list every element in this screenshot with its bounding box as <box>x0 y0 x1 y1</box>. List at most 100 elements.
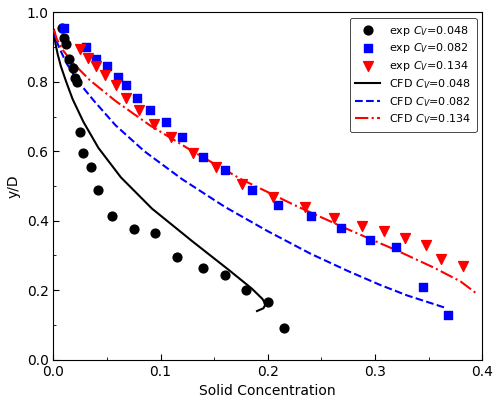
exp $C_V$=0.082 <box>306 212 314 219</box>
exp $C_V$=0.082 <box>274 202 282 209</box>
CFD $C_V$=0.134 <box>458 279 464 284</box>
CFD $C_V$=0.048 <box>118 175 124 180</box>
X-axis label: Solid Concentration: Solid Concentration <box>200 384 336 398</box>
exp $C_V$=0.048 <box>151 230 159 236</box>
exp $C_V$=0.082 <box>419 284 427 290</box>
CFD $C_V$=0.082 <box>442 305 448 310</box>
CFD $C_V$=0.134 <box>431 265 437 270</box>
CFD $C_V$=0.048 <box>54 52 60 57</box>
CFD $C_V$=0.082 <box>345 269 351 273</box>
CFD $C_V$=0.048 <box>58 64 64 69</box>
CFD $C_V$=0.048 <box>51 28 57 32</box>
CFD $C_V$=0.048 <box>52 41 59 46</box>
CFD $C_V$=0.082 <box>426 300 432 305</box>
CFD $C_V$=0.082 <box>142 149 148 154</box>
exp $C_V$=0.134 <box>84 54 92 61</box>
exp $C_V$=0.082 <box>60 25 68 31</box>
exp $C_V$=0.134 <box>380 228 388 234</box>
CFD $C_V$=0.134 <box>59 47 65 51</box>
exp $C_V$=0.048 <box>108 212 116 219</box>
CFD $C_V$=0.134 <box>292 203 298 208</box>
CFD $C_V$=0.082 <box>264 229 270 234</box>
CFD $C_V$=0.048 <box>80 119 86 124</box>
exp $C_V$=0.048 <box>221 271 229 278</box>
exp $C_V$=0.048 <box>200 264 207 271</box>
exp $C_V$=0.048 <box>242 287 250 294</box>
CFD $C_V$=0.134 <box>112 98 118 103</box>
exp $C_V$=0.048 <box>76 129 84 135</box>
exp $C_V$=0.134 <box>401 235 409 241</box>
exp $C_V$=0.134 <box>212 164 220 170</box>
CFD $C_V$=0.082 <box>57 47 63 51</box>
exp $C_V$=0.134 <box>150 120 158 127</box>
exp $C_V$=0.134 <box>269 194 277 200</box>
exp $C_V$=0.134 <box>76 46 84 52</box>
exp $C_V$=0.048 <box>71 75 79 82</box>
exp $C_V$=0.134 <box>330 215 338 221</box>
CFD $C_V$=0.048 <box>96 145 102 150</box>
CFD $C_V$=0.134 <box>345 227 351 232</box>
exp $C_V$=0.082 <box>221 167 229 174</box>
exp $C_V$=0.082 <box>92 56 100 62</box>
exp $C_V$=0.082 <box>103 63 111 70</box>
exp $C_V$=0.048 <box>130 226 138 233</box>
CFD $C_V$=0.048 <box>260 306 266 311</box>
exp $C_V$=0.082 <box>82 44 90 50</box>
CFD $C_V$=0.048 <box>70 97 75 102</box>
exp $C_V$=0.134 <box>422 242 430 248</box>
exp $C_V$=0.082 <box>133 94 141 101</box>
exp $C_V$=0.134 <box>112 82 120 89</box>
CFD $C_V$=0.134 <box>54 36 60 41</box>
exp $C_V$=0.134 <box>168 134 175 141</box>
exp $C_V$=0.082 <box>366 237 374 243</box>
exp $C_V$=0.134 <box>122 94 130 101</box>
exp $C_V$=0.082 <box>162 119 170 125</box>
exp $C_V$=0.134 <box>302 204 310 210</box>
CFD $C_V$=0.048 <box>149 206 155 211</box>
exp $C_V$=0.048 <box>60 35 68 42</box>
CFD $C_V$=0.134 <box>474 291 480 296</box>
Line: CFD $C_V$=0.082: CFD $C_V$=0.082 <box>54 30 444 307</box>
exp $C_V$=0.048 <box>66 56 74 62</box>
CFD $C_V$=0.048 <box>190 239 196 244</box>
exp $C_V$=0.048 <box>80 150 88 156</box>
exp $C_V$=0.134 <box>438 256 446 262</box>
exp $C_V$=0.082 <box>248 186 256 193</box>
CFD $C_V$=0.082 <box>51 28 57 32</box>
exp $C_V$=0.048 <box>280 325 288 332</box>
CFD $C_V$=0.134 <box>87 78 93 83</box>
exp $C_V$=0.048 <box>68 65 76 71</box>
exp $C_V$=0.134 <box>135 107 143 113</box>
exp $C_V$=0.082 <box>444 311 452 318</box>
CFD $C_V$=0.134 <box>147 123 153 128</box>
exp $C_V$=0.082 <box>178 134 186 141</box>
exp $C_V$=0.048 <box>73 79 81 85</box>
CFD $C_V$=0.082 <box>179 177 185 181</box>
CFD $C_V$=0.048 <box>248 286 254 291</box>
CFD $C_V$=0.082 <box>91 98 97 103</box>
CFD $C_V$=0.082 <box>63 60 69 65</box>
CFD $C_V$=0.048 <box>254 309 260 313</box>
CFD $C_V$=0.082 <box>404 293 410 298</box>
CFD $C_V$=0.048 <box>262 302 268 307</box>
CFD $C_V$=0.048 <box>52 34 58 39</box>
exp $C_V$=0.134 <box>238 181 246 188</box>
CFD $C_V$=0.082 <box>74 78 80 83</box>
Legend: exp $C_V$=0.048, exp $C_V$=0.082, exp $C_V$=0.134, CFD $C_V$=0.048, CFD $C_V$=0.: exp $C_V$=0.048, exp $C_V$=0.082, exp $C… <box>350 18 476 132</box>
exp $C_V$=0.082 <box>114 73 122 80</box>
CFD $C_V$=0.082 <box>378 283 384 288</box>
exp $C_V$=0.048 <box>172 254 180 260</box>
CFD $C_V$=0.082 <box>308 252 314 256</box>
Line: CFD $C_V$=0.134: CFD $C_V$=0.134 <box>54 30 477 294</box>
CFD $C_V$=0.134 <box>190 149 196 154</box>
Y-axis label: y/D: y/D <box>7 174 21 198</box>
exp $C_V$=0.082 <box>122 82 130 89</box>
exp $C_V$=0.048 <box>87 164 95 170</box>
exp $C_V$=0.048 <box>58 25 66 31</box>
CFD $C_V$=0.048 <box>225 267 231 272</box>
exp $C_V$=0.134 <box>101 72 109 78</box>
CFD $C_V$=0.048 <box>63 79 69 84</box>
CFD $C_V$=0.082 <box>112 123 118 128</box>
CFD $C_V$=0.134 <box>70 60 75 65</box>
CFD $C_V$=0.082 <box>222 205 228 209</box>
